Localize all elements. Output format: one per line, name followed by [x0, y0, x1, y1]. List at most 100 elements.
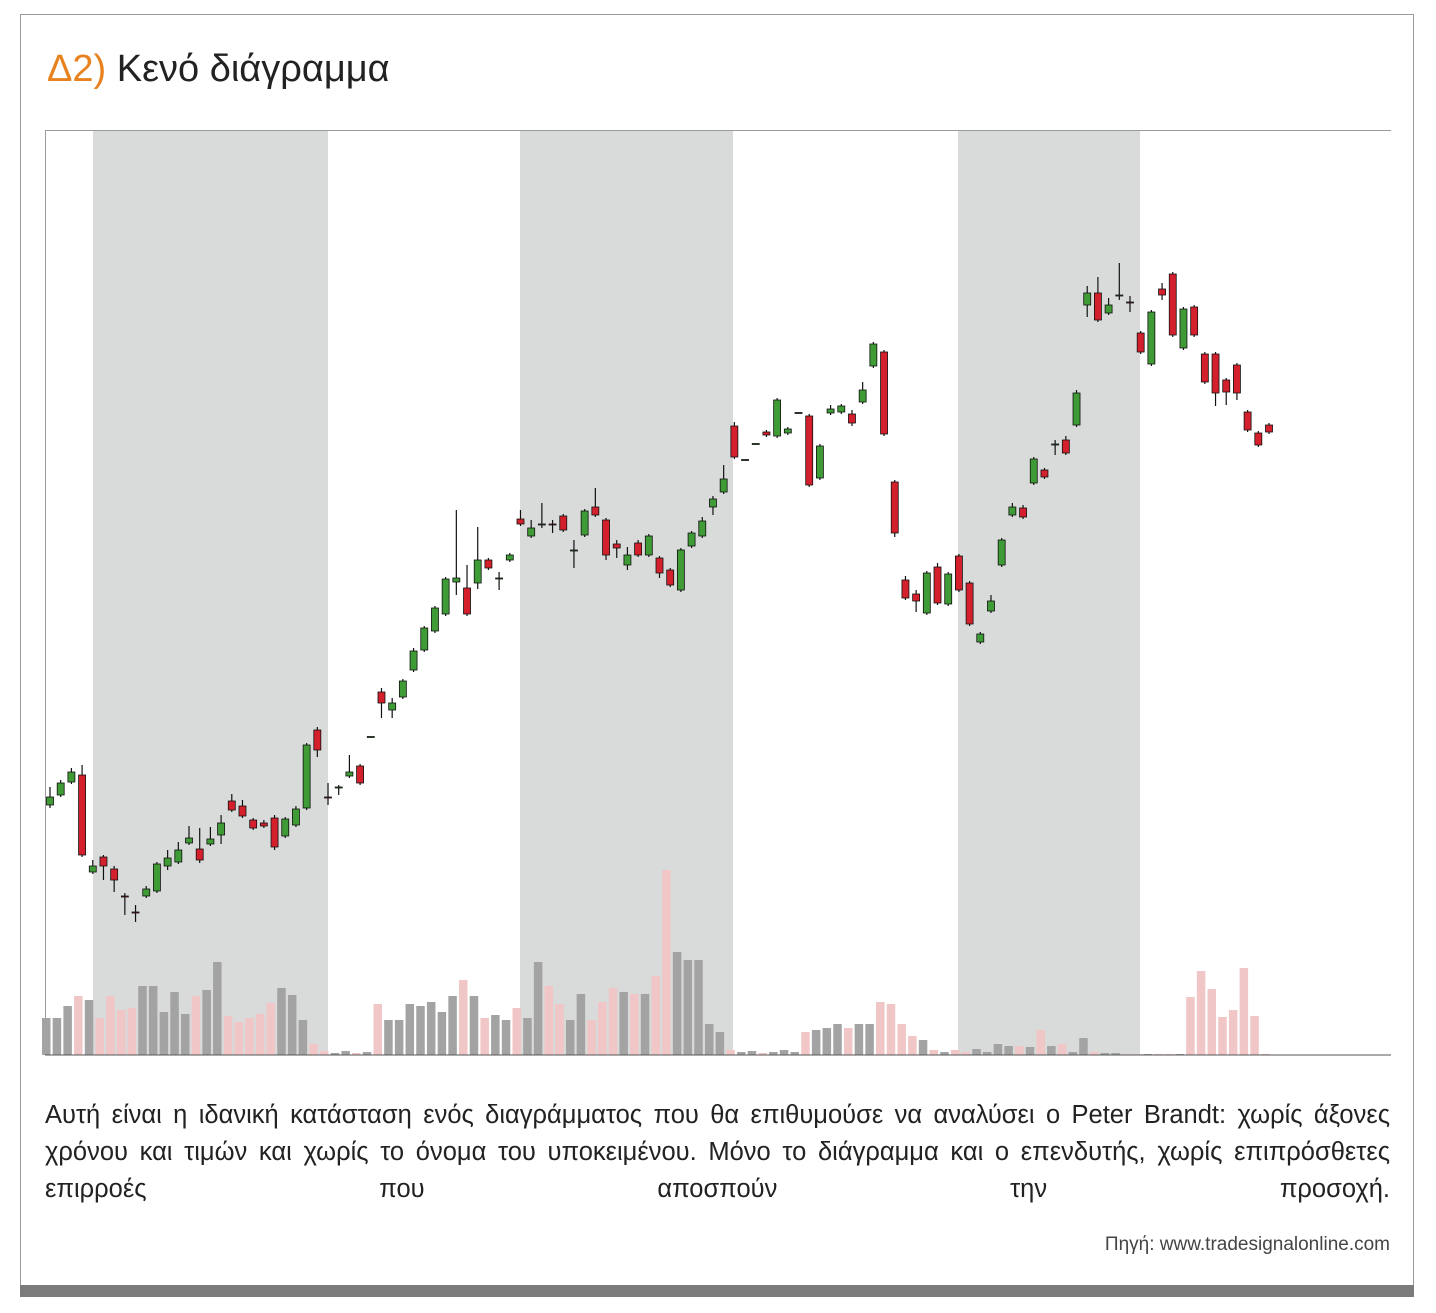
candle-body	[1265, 424, 1273, 433]
candle-body	[848, 413, 856, 424]
candle-body	[1179, 308, 1188, 349]
volume-bar	[266, 1003, 276, 1055]
candle-body	[484, 559, 493, 569]
candle-body	[1200, 353, 1209, 383]
candle-body	[783, 428, 792, 434]
candle-body	[1115, 294, 1124, 297]
candle-body	[78, 774, 86, 856]
volume-bar	[1250, 1016, 1259, 1055]
volume-bar	[116, 1010, 126, 1055]
candle-body	[912, 593, 921, 602]
candle-body	[88, 865, 97, 873]
candle-body	[227, 800, 236, 811]
candle-body	[217, 822, 225, 836]
candle-body	[431, 607, 439, 632]
volume-bar	[961, 1052, 971, 1055]
volume-bar	[352, 1053, 361, 1055]
candle-body	[826, 408, 835, 414]
candle-body	[858, 389, 867, 403]
candle-body	[1019, 507, 1027, 518]
candle-body	[965, 582, 974, 625]
volume-bar	[1239, 968, 1249, 1055]
candle-body	[1158, 288, 1166, 296]
volume-bar	[127, 1008, 137, 1055]
candle-body	[238, 805, 247, 817]
candle-body	[270, 817, 279, 848]
candle-body	[1233, 364, 1241, 394]
candle-body	[901, 579, 910, 599]
candle-body	[687, 532, 696, 547]
volume-bar	[918, 1040, 928, 1055]
volume-bar	[972, 1049, 981, 1055]
volume-bar	[630, 994, 639, 1055]
candle-body	[174, 849, 183, 863]
volume-bar	[1079, 1038, 1088, 1055]
candle-body	[559, 515, 568, 531]
volume-bar	[287, 995, 297, 1055]
candle-body	[698, 520, 707, 537]
volume-bar	[843, 1028, 853, 1055]
volume-bar	[565, 1020, 575, 1055]
volume-bar	[394, 1020, 404, 1055]
volume-bar	[1036, 1030, 1045, 1055]
candle-body	[473, 559, 482, 584]
volume-bar	[255, 1014, 265, 1055]
candle-body	[153, 863, 161, 892]
candle-body	[292, 808, 300, 826]
candle-body	[655, 557, 664, 574]
volume-bar	[1025, 1047, 1035, 1055]
volume-bar	[608, 988, 618, 1055]
volume-bar	[202, 990, 211, 1055]
candle-body	[120, 895, 129, 898]
volume-bar	[523, 1018, 532, 1055]
volume-bar	[63, 1006, 72, 1055]
candle-body	[602, 519, 610, 556]
volume-bar	[929, 1050, 939, 1055]
volume-bar	[298, 1020, 308, 1055]
volume-bar	[811, 1030, 821, 1055]
candle-body	[366, 736, 375, 738]
candle-body	[1222, 379, 1231, 393]
candle-body	[987, 600, 995, 612]
candle-body	[890, 481, 899, 534]
source: Πηγή: www.tradesignalonline.com	[1104, 1234, 1390, 1255]
volume-bar	[459, 980, 468, 1055]
volume-bar	[1186, 997, 1195, 1055]
volume-bar	[95, 1018, 104, 1055]
volume-bar	[555, 1004, 564, 1055]
volume-bar	[704, 1024, 714, 1055]
volume-bar	[373, 1004, 382, 1055]
candle-body	[1094, 292, 1102, 321]
candle-body	[709, 498, 717, 508]
candle-body	[548, 523, 557, 526]
shaded-band	[93, 131, 328, 1055]
volume-bar	[886, 1004, 896, 1055]
volume-bar	[683, 960, 693, 1055]
candle-body	[388, 702, 397, 711]
volume-bar	[982, 1052, 992, 1055]
volume-bar	[897, 1024, 906, 1055]
candle-body	[1254, 432, 1263, 446]
volume-bar	[726, 1050, 735, 1055]
candle-body	[1126, 301, 1134, 304]
volume-bar	[833, 1024, 842, 1055]
volume-bar	[619, 992, 628, 1055]
volume-bar	[512, 1008, 521, 1055]
candle-body	[452, 577, 461, 583]
volume-bar	[42, 1018, 51, 1055]
volume-bar	[1015, 1046, 1024, 1055]
volume-bar	[1100, 1053, 1110, 1055]
candle-body	[1104, 304, 1113, 314]
volume-bar	[672, 952, 682, 1055]
frame	[20, 14, 1414, 1287]
candle-body	[463, 587, 471, 615]
volume-bar	[84, 1000, 94, 1055]
candle-body	[580, 510, 589, 536]
volume-bar	[309, 1044, 318, 1055]
candle-body	[1147, 311, 1156, 365]
candle-body	[944, 573, 953, 605]
volume-bar	[469, 996, 479, 1055]
volume-bar	[544, 986, 554, 1055]
candle-body	[206, 838, 215, 845]
